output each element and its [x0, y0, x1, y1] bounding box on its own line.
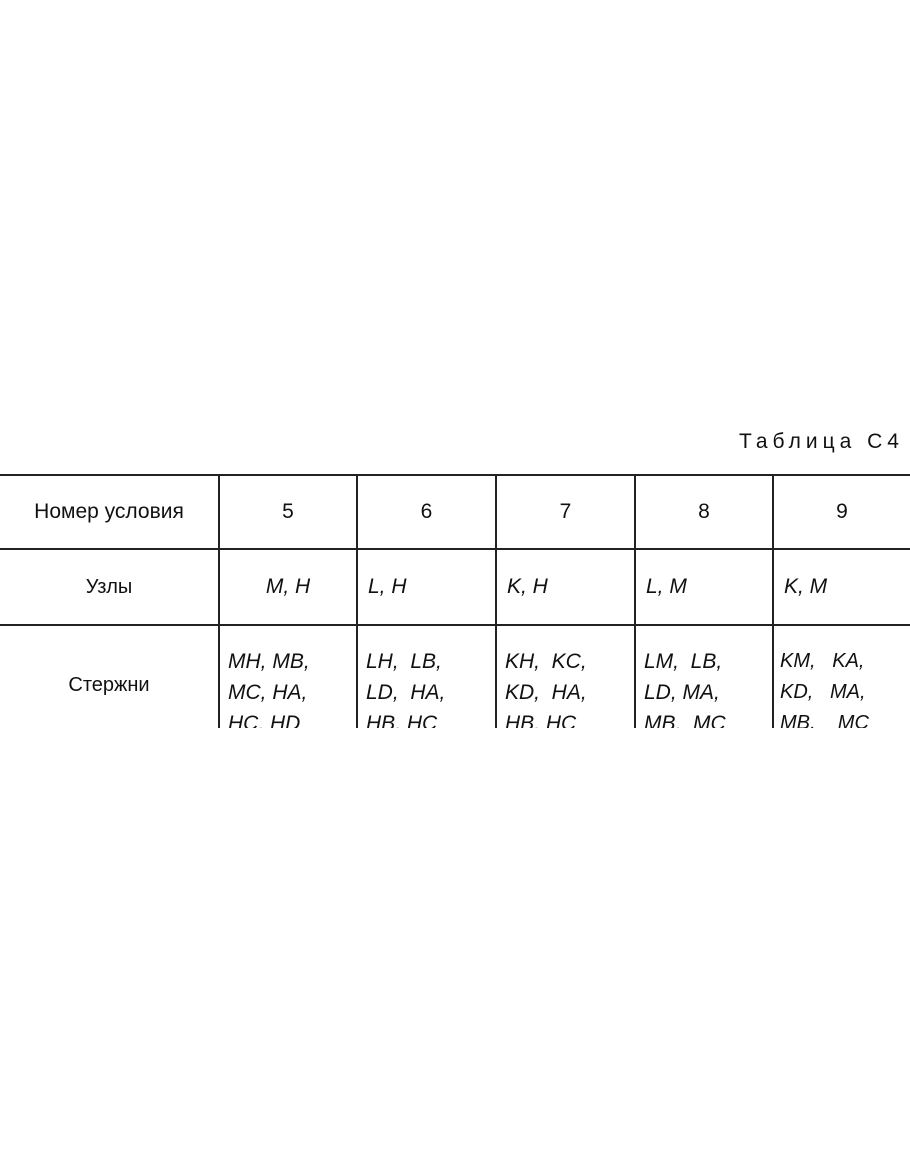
condition-number: 8	[634, 474, 774, 550]
rod-line: MC, HA,	[228, 681, 308, 704]
rod-line: MH, MB,	[228, 650, 310, 673]
table-caption: Таблица С4	[738, 430, 904, 453]
rod-line: KD, MA,	[780, 681, 866, 703]
condition-number-row: Номер условия 5 6 7 8 9	[0, 474, 910, 550]
rod-line: KD, HA,	[505, 681, 587, 704]
rod-line: LM, LB,	[644, 650, 723, 673]
page-blank-area	[0, 728, 910, 1155]
row-header: Узлы	[0, 549, 220, 626]
nodes-cell: L, H	[356, 549, 497, 626]
condition-number: 9	[772, 474, 910, 550]
nodes-cell: M, H	[218, 549, 358, 626]
condition-number: 6	[356, 474, 497, 550]
nodes-cell: K, H	[495, 549, 636, 626]
rod-line: LD, HA,	[366, 681, 446, 704]
condition-number: 7	[495, 474, 636, 550]
rod-line: KH, KC,	[505, 650, 587, 673]
nodes-cell: L, M	[634, 549, 774, 626]
rod-line: LD, MA,	[644, 681, 720, 704]
nodes-cell: K, M	[772, 549, 910, 626]
rod-line: KM, KA,	[780, 650, 865, 672]
condition-number: 5	[218, 474, 358, 550]
nodes-row: Узлы M, H L, H K, H L, M K, M	[0, 549, 910, 626]
row-header: Номер условия	[0, 474, 220, 550]
rod-line: LH, LB,	[366, 650, 442, 673]
